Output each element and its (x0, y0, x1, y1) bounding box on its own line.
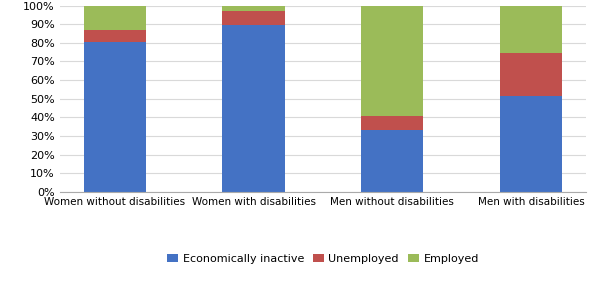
Bar (222, 11, 285, 25)
Bar (84, 30, 146, 42)
Bar (84, 42, 146, 192)
Bar (500, 6, 562, 54)
Bar (361, 116, 423, 130)
Bar (500, 54, 562, 96)
Bar (84, 6, 146, 30)
Bar (500, 96, 562, 192)
Bar (361, 6, 423, 116)
Bar (361, 130, 423, 192)
Bar (222, 6, 285, 11)
Legend: Economically inactive, Unemployed, Employed: Economically inactive, Unemployed, Emplo… (163, 250, 483, 268)
Bar (222, 25, 285, 192)
